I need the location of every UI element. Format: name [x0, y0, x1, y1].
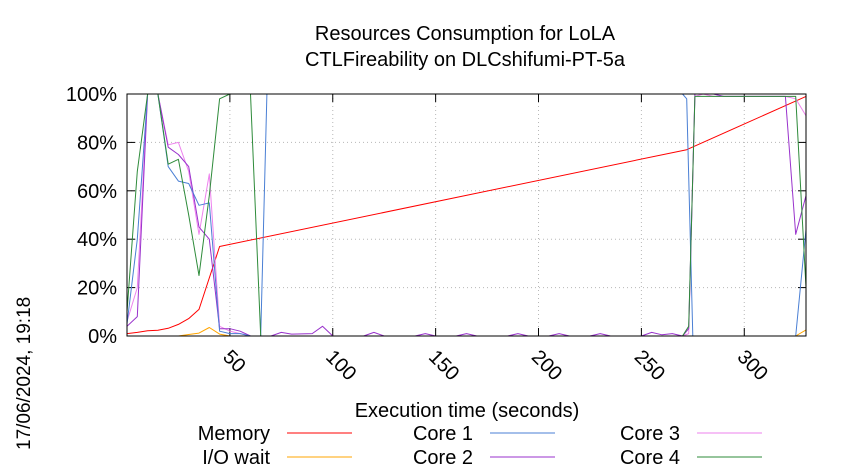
- y-tick-label: 80%: [77, 132, 117, 154]
- x-tick-label: 250: [630, 346, 669, 385]
- y-tick-label: 60%: [77, 181, 117, 203]
- series-line-core-3: [126, 93, 807, 337]
- y-tick-label: 100%: [66, 84, 117, 106]
- series-line-core-2: [126, 93, 807, 337]
- plot-frame: [126, 93, 807, 337]
- series-line-core-4: [126, 93, 807, 337]
- chart-subtitle: CTLFireability on DLCshifumi-PT-5a: [305, 49, 626, 71]
- y-tick-label: 20%: [77, 278, 117, 300]
- legend-label-core-3: Core 3: [620, 423, 680, 445]
- timestamp: 17/06/2024, 19:18: [14, 297, 35, 450]
- x-axis-label: Execution time (seconds): [355, 400, 580, 422]
- chart-title: Resources Consumption for LoLA: [315, 23, 616, 45]
- y-tick-label: 40%: [77, 229, 117, 251]
- legend-label-i-o-wait: I/O wait: [202, 447, 270, 469]
- legend: Memory Core 1 Core 3 I/O wait Core 2 Core 4: [198, 423, 762, 469]
- y-tick-label: 0%: [88, 326, 117, 348]
- x-tick-label: 50: [218, 346, 249, 377]
- y-axis-ticks: 0% 20% 40% 60% 80% 100%: [66, 84, 806, 348]
- x-tick-label: 200: [527, 346, 566, 385]
- legend-label-core-1: Core 1: [413, 423, 473, 445]
- legend-label-memory: Memory: [198, 423, 270, 445]
- legend-label-core-2: Core 2: [413, 447, 473, 469]
- x-tick-label: 300: [733, 346, 772, 385]
- series-line-memory: [126, 95, 807, 335]
- x-tick-label: 100: [321, 346, 360, 385]
- x-tick-label: 150: [424, 346, 463, 385]
- series-lines: [126, 93, 807, 337]
- grid-lines: [127, 94, 806, 336]
- legend-label-core-4: Core 4: [620, 447, 680, 469]
- series-line-core-1: [126, 93, 807, 337]
